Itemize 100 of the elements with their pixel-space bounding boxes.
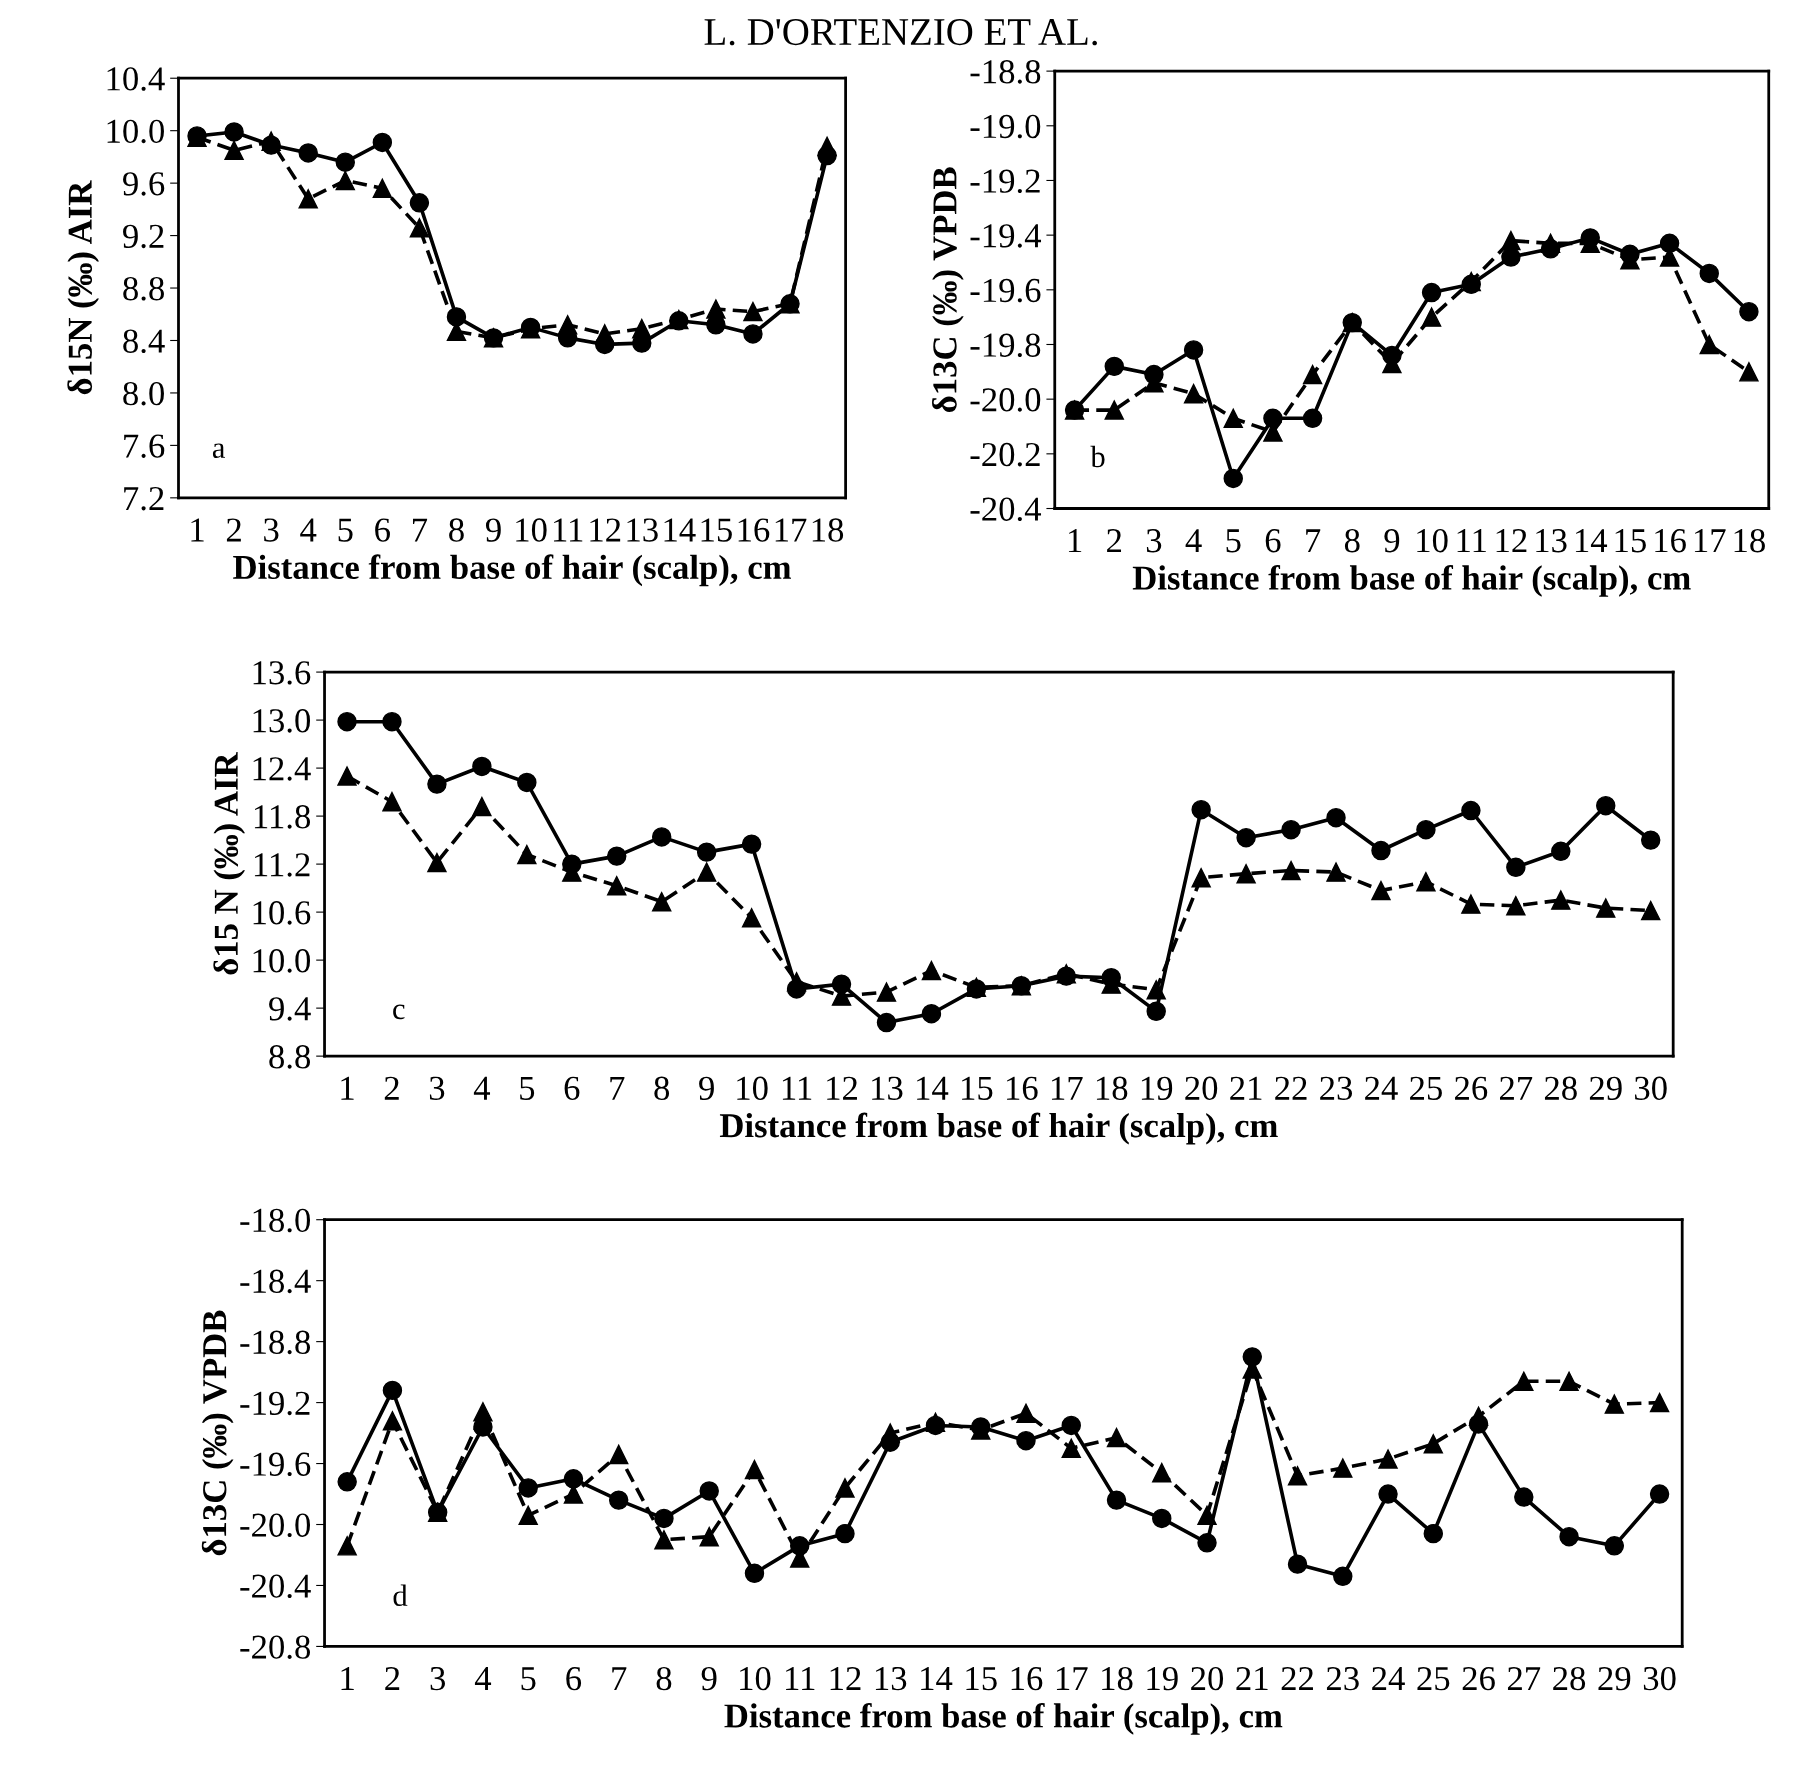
x-tick-label: 2 bbox=[1107, 529, 1122, 553]
y-tick-label: 10.0 bbox=[253, 949, 311, 973]
x-tick-label: 13 bbox=[875, 1666, 907, 1691]
x-tick-label: 14 bbox=[921, 1667, 953, 1690]
x-tick-label: 7 bbox=[610, 1076, 625, 1100]
y-tick-label: -18.8 bbox=[240, 1330, 311, 1355]
x-tick-label: 10 bbox=[516, 518, 547, 542]
x-tick-label: 7 bbox=[1306, 529, 1321, 553]
x-tick-label: 12 bbox=[827, 1076, 857, 1100]
x-tick-label: 5 bbox=[521, 1667, 536, 1691]
x-tick-label: 27 bbox=[1507, 1666, 1541, 1690]
x-tick-label: 21 bbox=[1236, 1666, 1268, 1690]
x-axis-title: Distance from base of hair (scalp), cm bbox=[1132, 565, 1691, 597]
y-tick-label: -19.6 bbox=[970, 278, 1041, 303]
x-tick-label: 18 bbox=[1734, 528, 1765, 553]
x-axis-title: Distance from base of hair (scalp), cm bbox=[233, 554, 791, 587]
x-tick-label: 17 bbox=[1051, 1076, 1083, 1100]
x-tick-label: 9 bbox=[1384, 529, 1400, 553]
x-tick-label: 4 bbox=[473, 1076, 491, 1100]
x-tick-label: 18 bbox=[812, 518, 844, 542]
y-tick-label: 11.2 bbox=[254, 853, 310, 877]
x-tick-label: 28 bbox=[1553, 1666, 1586, 1691]
y-tick-label: -19.8 bbox=[970, 333, 1041, 358]
y-tick-label: 8.4 bbox=[123, 329, 165, 354]
x-tick-label: 8 bbox=[1344, 528, 1360, 553]
annotation: a bbox=[212, 443, 225, 459]
x-tick-label: 5 bbox=[1226, 529, 1241, 553]
x-tick-label: 10 bbox=[1417, 528, 1448, 553]
x-tick-label: 10 bbox=[740, 1666, 771, 1691]
x-tick-label: 6 bbox=[566, 1666, 582, 1691]
x-tick-label: 2 bbox=[384, 1076, 399, 1100]
x-tick-label: 4 bbox=[1185, 529, 1202, 553]
annotation: d bbox=[393, 1584, 408, 1607]
x-tick-label: 26 bbox=[1462, 1666, 1495, 1691]
x-tick-label: 14 bbox=[1575, 529, 1608, 553]
y-tick-label: 10.0 bbox=[107, 119, 164, 144]
y-axis-title: δ13C (‰) VPDB bbox=[201, 1310, 234, 1556]
y-tick-label: -18.0 bbox=[240, 1208, 311, 1233]
y-tick-label: -20.0 bbox=[970, 388, 1041, 412]
x-tick-label: 8 bbox=[449, 518, 464, 542]
x-tick-label: 5 bbox=[520, 1076, 535, 1101]
y-tick-label: -19.0 bbox=[970, 114, 1041, 139]
y-tick-label: 13.0 bbox=[253, 709, 311, 733]
y-tick-label: 9.6 bbox=[123, 172, 165, 196]
x-tick-label: 25 bbox=[1417, 1666, 1450, 1691]
x-tick-label: 18 bbox=[1102, 1666, 1133, 1691]
x-tick-label: 12 bbox=[590, 518, 621, 542]
x-tick-label: 16 bbox=[1655, 529, 1686, 553]
y-tick-label: -18.4 bbox=[240, 1269, 311, 1294]
x-tick-label: 20 bbox=[1185, 1076, 1218, 1101]
x-tick-label: 15 bbox=[701, 518, 732, 542]
x-tick-label: 1 bbox=[1068, 529, 1082, 553]
x-tick-label: 16 bbox=[1007, 1076, 1038, 1101]
y-tick-label: 9.4 bbox=[269, 997, 311, 1021]
x-tick-label: 9 bbox=[485, 518, 501, 542]
y-tick-label: -20.4 bbox=[240, 1574, 311, 1599]
annotation: b bbox=[1090, 445, 1105, 468]
x-tick-label: 26 bbox=[1455, 1076, 1488, 1101]
x-tick-label: 3 bbox=[429, 1076, 445, 1101]
x-tick-label: 30 bbox=[1635, 1076, 1667, 1101]
x-tick-label: 3 bbox=[264, 518, 279, 542]
y-tick-label: -20.0 bbox=[240, 1513, 311, 1538]
y-tick-label: 8.8 bbox=[123, 276, 164, 301]
y-axis-title: δ15 N (‰) AIR bbox=[213, 752, 246, 975]
x-tick-label: 24 bbox=[1365, 1076, 1398, 1100]
x-tick-label: 8 bbox=[656, 1666, 672, 1691]
y-tick-label: 13.6 bbox=[253, 661, 311, 685]
x-tick-label: 17 bbox=[775, 518, 807, 542]
x-tick-label: 5 bbox=[338, 518, 353, 542]
x-tick-label: 9 bbox=[699, 1076, 714, 1101]
y-tick-label: 10.4 bbox=[107, 67, 165, 91]
x-tick-label: 17 bbox=[1694, 529, 1726, 553]
y-tick-label: 12.4 bbox=[253, 757, 311, 781]
y-axis-title: δ15N (‰) AIR bbox=[67, 180, 99, 395]
y-tick-label: -19.4 bbox=[970, 224, 1042, 248]
x-tick-label: 1 bbox=[341, 1076, 354, 1100]
x-tick-label: 2 bbox=[226, 518, 241, 542]
y-tick-label: 9.2 bbox=[123, 224, 164, 249]
x-tick-label: 18 bbox=[1096, 1076, 1128, 1101]
x-tick-label: 14 bbox=[917, 1076, 949, 1100]
x-tick-label: 22 bbox=[1281, 1666, 1313, 1690]
x-tick-label: 1 bbox=[191, 518, 204, 542]
x-tick-label: 3 bbox=[430, 1666, 445, 1691]
x-tick-label: 4 bbox=[300, 518, 317, 542]
y-tick-label: -18.8 bbox=[970, 60, 1041, 84]
y-tick-label: -19.2 bbox=[240, 1391, 310, 1416]
x-tick-label: 23 bbox=[1326, 1666, 1359, 1691]
x-tick-label: 30 bbox=[1643, 1666, 1676, 1691]
x-tick-label: 6 bbox=[564, 1076, 580, 1101]
x-tick-label: 20 bbox=[1191, 1666, 1224, 1691]
x-tick-label: 24 bbox=[1372, 1666, 1405, 1690]
x-tick-label: 17 bbox=[1056, 1667, 1088, 1690]
x-tick-label: 14 bbox=[664, 518, 696, 542]
x-axis-title: Distance from base of hair (scalp), cm bbox=[724, 1702, 1283, 1735]
x-tick-label: 13 bbox=[627, 518, 658, 542]
x-tick-label: 15 bbox=[962, 1076, 993, 1101]
x-tick-label: 21 bbox=[1230, 1076, 1262, 1100]
x-tick-label: 19 bbox=[1141, 1076, 1173, 1101]
x-axis-title: Distance from base of hair (scalp), cm bbox=[719, 1112, 1278, 1145]
x-tick-label: 11 bbox=[786, 1667, 815, 1690]
